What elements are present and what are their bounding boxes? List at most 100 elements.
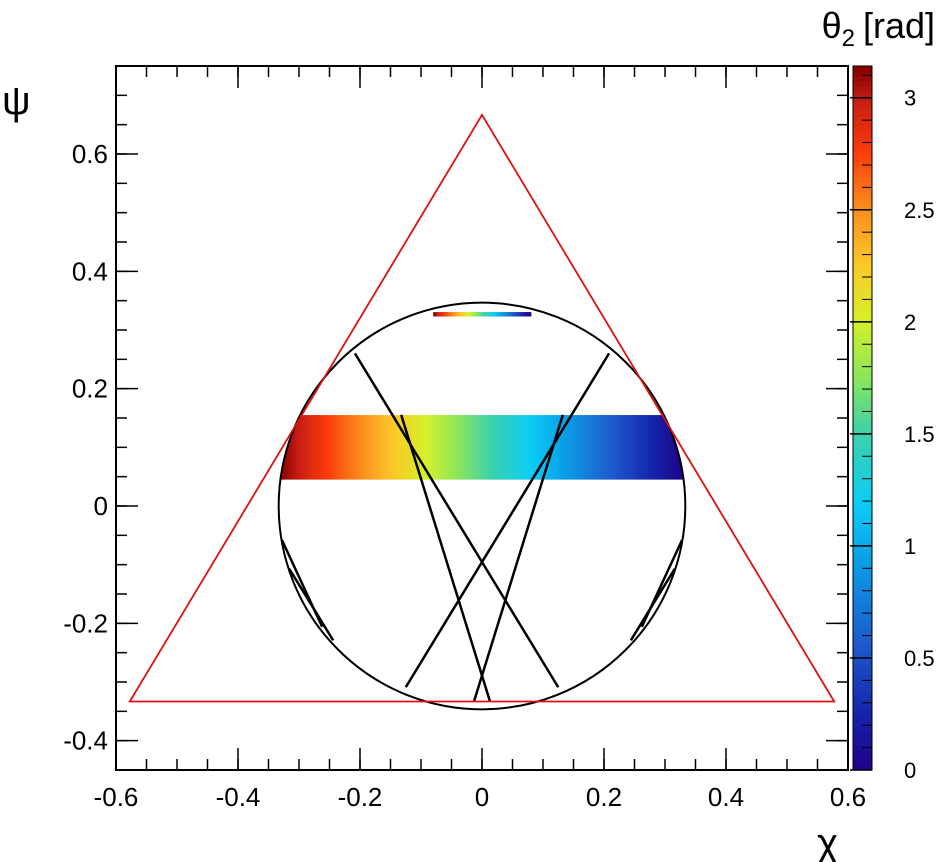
heatmap-cell [485, 415, 490, 480]
colorbar-cell [853, 724, 872, 731]
heatmap-cell [573, 415, 578, 480]
colorbar-cell [853, 136, 872, 143]
heatmap-cell [470, 312, 473, 317]
colorbar-cell [853, 594, 872, 600]
heatmap-cell [495, 312, 498, 317]
heatmap-cell [505, 312, 507, 317]
heatmap-bands [278, 312, 686, 480]
colorbar-cell [853, 423, 872, 429]
colorbar-cell [853, 327, 872, 334]
colorbar-cell [853, 759, 872, 766]
heatmap-cell [421, 415, 425, 480]
heatmap-cell [456, 312, 459, 317]
heatmap-cell [492, 312, 494, 317]
heatmap-cell [400, 415, 405, 480]
colorbar-cell [853, 367, 872, 374]
colorbar-cell [853, 171, 872, 178]
heatmap-cell [529, 312, 532, 317]
heatmap-cell [496, 312, 499, 317]
colorbar-cell [853, 231, 872, 238]
heatmap-cell [299, 415, 304, 480]
heatmap-cell [451, 312, 454, 317]
y-tick-label: -0.2 [63, 608, 108, 638]
heatmap-cell [322, 415, 327, 480]
heatmap-cell [434, 312, 436, 317]
heatmap-cell [536, 415, 541, 480]
heatmap-cell [499, 312, 502, 317]
heatmap-cell [461, 312, 464, 317]
heatmap-cell [444, 415, 449, 480]
boundary-triangle [128, 113, 836, 703]
colorbar-cell [853, 639, 872, 645]
heatmap-cell [556, 415, 561, 480]
heatmap-cell [445, 312, 447, 317]
heatmap-cell [448, 312, 451, 317]
colorbar-tick-label: 0 [904, 758, 916, 783]
heatmap-cell [433, 312, 435, 317]
heatmap-cell [637, 415, 642, 480]
heatmap-cell [454, 415, 459, 480]
colorbar-cell [853, 729, 872, 736]
colorbar-cell [853, 644, 872, 650]
heatmap-cell [478, 415, 483, 480]
colorbar-cell [853, 101, 872, 107]
heatmap-cell [380, 415, 385, 480]
heatmap-cell [332, 415, 337, 480]
heatmap-cell [449, 312, 451, 317]
heatmap-cell [526, 415, 531, 480]
heatmap-cell [644, 415, 649, 480]
heatmap-cell [491, 312, 494, 317]
colorbar-cell [853, 337, 872, 344]
heatmap-cell [624, 415, 629, 480]
x-tick-label: 0 [475, 782, 489, 812]
colorbar-cell [853, 76, 872, 82]
heatmap-cell [336, 415, 341, 480]
heatmap-cell [508, 312, 510, 317]
heatmap-cell [518, 312, 521, 317]
colorbar-cell [853, 71, 872, 77]
colorbar-cell [853, 161, 872, 168]
colorbar-cell [853, 221, 872, 228]
colorbar-cell [853, 226, 872, 233]
colorbar-cell [853, 418, 872, 424]
heatmap-cell [383, 415, 388, 480]
heatmap-cell [485, 312, 487, 317]
colorbar-cell [853, 387, 872, 394]
colorbar-cell [853, 66, 872, 72]
y-tick-label: 0 [94, 491, 108, 521]
heatmap-cell [431, 415, 436, 480]
heatmap-cell [438, 312, 441, 317]
colorbar-title-unit: [rad] [863, 5, 935, 46]
chord-line [629, 568, 676, 642]
heatmap-cell [517, 312, 520, 317]
heatmap-cell [387, 415, 392, 480]
colorbar-cell [853, 433, 872, 439]
heatmap-cell [295, 415, 300, 480]
colorbar-cell [853, 548, 872, 555]
heatmap-cell [468, 312, 470, 317]
colorbar-cell [853, 669, 872, 676]
colorbar-cell [853, 478, 872, 484]
colorbar-cell [853, 302, 872, 308]
heatmap-cell [437, 415, 442, 480]
x-tick-label: 0.2 [586, 782, 622, 812]
heatmap-cell [506, 312, 508, 317]
heatmap-cell [519, 312, 521, 317]
colorbar-cell [853, 262, 872, 268]
heatmap-cell [441, 312, 443, 317]
heatmap-cell [339, 415, 344, 480]
colorbar-cell [853, 347, 872, 354]
heatmap-cell [475, 312, 477, 317]
heatmap-cell [521, 312, 523, 317]
heatmap-cell [363, 415, 368, 480]
colorbar-cell [853, 362, 872, 369]
colorbar-cell [853, 448, 872, 454]
heatmap-cell [455, 312, 458, 317]
heatmap-cell [654, 415, 659, 480]
heatmap-cell [440, 312, 442, 317]
heatmap-cell [658, 415, 663, 480]
heatmap-cell [521, 312, 524, 317]
colorbar-cell [853, 438, 872, 444]
heatmap-cell [570, 415, 575, 480]
colorbar-cell [853, 573, 872, 580]
